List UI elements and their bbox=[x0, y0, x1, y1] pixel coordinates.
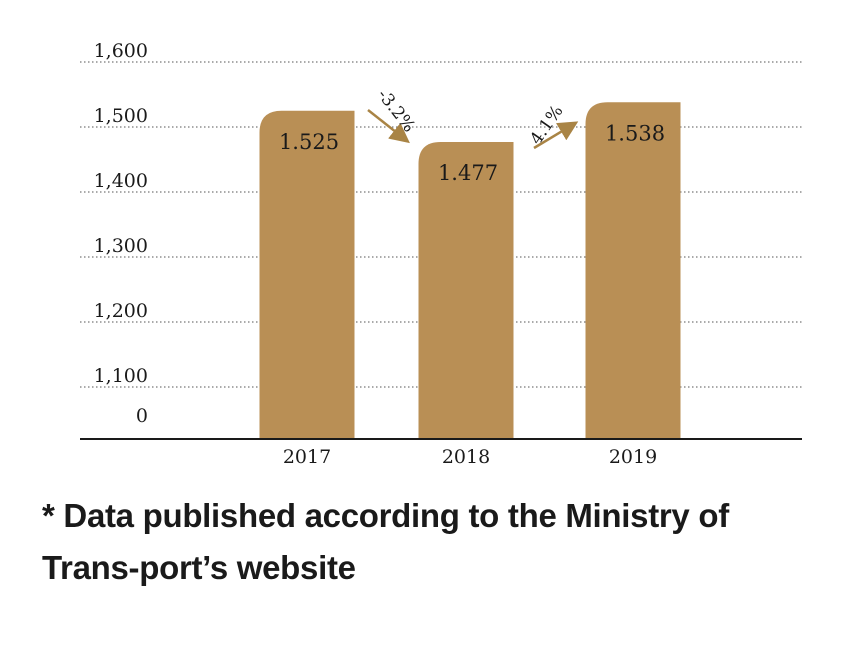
change-arrow-up bbox=[533, 121, 579, 150]
y-tick-label: 1,200 bbox=[94, 300, 148, 322]
bar-value-label: 1.538 bbox=[605, 121, 665, 145]
y-tick-label: 0 bbox=[136, 405, 148, 427]
bar-2019 bbox=[585, 102, 681, 440]
y-axis-ticks: 0 1,100 1,200 1,300 1,400 1,500 1,600 bbox=[94, 40, 148, 427]
bars: 1.525 1.477 1.538 bbox=[259, 102, 681, 440]
x-tick-label: 2017 bbox=[283, 446, 331, 468]
bar-2018 bbox=[418, 141, 514, 439]
bar-chart: 0 1,100 1,200 1,300 1,400 1,500 1,600 1.525 1.4… bbox=[80, 40, 802, 468]
x-axis-labels: 2017 2018 2019 bbox=[283, 446, 657, 468]
x-tick-label: 2019 bbox=[609, 446, 657, 468]
y-tick-label: 1,500 bbox=[94, 105, 148, 127]
y-tick-label: 1,400 bbox=[94, 170, 148, 192]
change-label: -3.2% bbox=[373, 85, 419, 136]
y-tick-label: 1,100 bbox=[94, 365, 148, 387]
change-label: 4.1% bbox=[526, 102, 567, 149]
x-tick-label: 2018 bbox=[442, 446, 490, 468]
change-annotations: -3.2% 4.1% bbox=[367, 85, 579, 150]
bar-value-label: 1.477 bbox=[438, 161, 498, 185]
y-tick-label: 1,300 bbox=[94, 235, 148, 257]
bar-2017 bbox=[259, 110, 355, 439]
footnote: * Data published according to the Minist… bbox=[42, 497, 729, 586]
bar-value-label: 1.525 bbox=[279, 130, 339, 154]
change-arrow-down bbox=[367, 109, 410, 144]
y-tick-label: 1,600 bbox=[94, 40, 148, 62]
